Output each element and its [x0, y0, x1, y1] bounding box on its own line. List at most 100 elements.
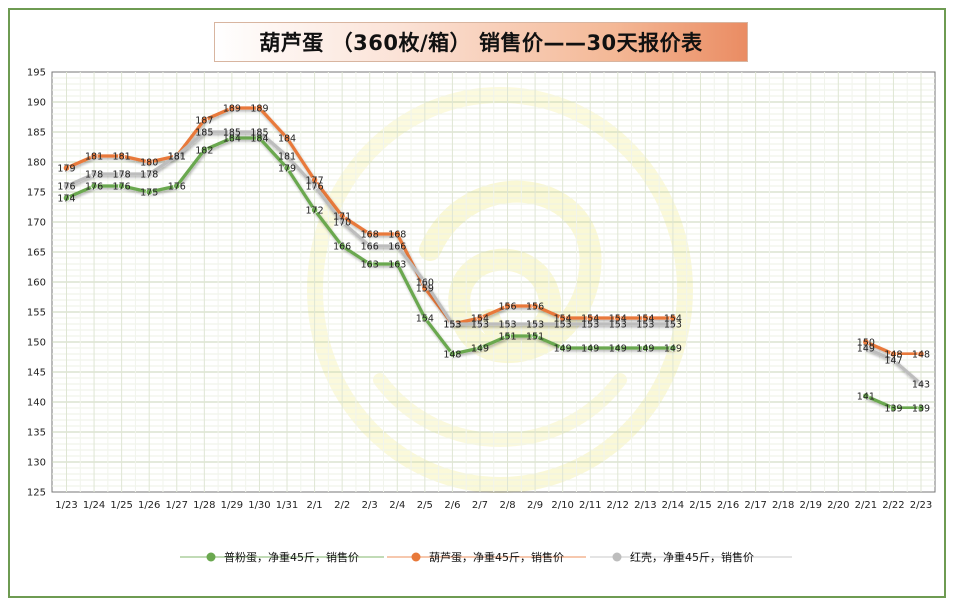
- data-point: [283, 164, 291, 172]
- chart-frame: [8, 8, 946, 598]
- data-label: 181: [85, 152, 103, 163]
- data-point: [338, 218, 346, 226]
- data-label: 184: [223, 134, 241, 145]
- data-label: 166: [361, 242, 379, 253]
- data-point: [338, 242, 346, 250]
- x-tick-label: 2/5: [417, 500, 433, 511]
- data-label: 179: [57, 164, 75, 175]
- data-label: 141: [857, 392, 875, 403]
- data-point: [366, 242, 374, 250]
- x-tick-label: 2/1: [307, 500, 323, 511]
- data-label: 156: [498, 302, 516, 313]
- data-point: [200, 146, 208, 154]
- data-label: 176: [306, 182, 324, 193]
- data-label: 150: [857, 338, 875, 349]
- data-label: 182: [195, 146, 213, 157]
- data-point: [531, 320, 539, 328]
- data-point: [200, 116, 208, 124]
- data-label: 153: [581, 320, 599, 331]
- x-tick-label: 1/25: [110, 500, 132, 511]
- data-label: 154: [664, 314, 682, 325]
- data-label: 149: [636, 344, 654, 355]
- x-tick-label: 1/24: [83, 500, 105, 511]
- x-tick-label: 2/17: [744, 500, 766, 511]
- y-tick-label: 125: [27, 488, 46, 499]
- data-point: [559, 320, 567, 328]
- x-tick-label: 2/18: [772, 500, 794, 511]
- y-tick-label: 160: [27, 278, 46, 289]
- y-tick-label: 155: [27, 308, 46, 319]
- data-point: [531, 332, 539, 340]
- data-point: [145, 188, 153, 196]
- x-tick-label: 1/23: [55, 500, 77, 511]
- x-tick-label: 2/20: [827, 500, 849, 511]
- data-label: 139: [912, 404, 930, 415]
- x-tick-label: 1/28: [193, 500, 215, 511]
- data-label: 143: [912, 380, 930, 391]
- data-point: [255, 128, 264, 136]
- data-label: 151: [526, 332, 544, 343]
- data-label: 178: [113, 170, 131, 181]
- data-label: 159: [416, 284, 434, 295]
- data-point: [200, 128, 208, 136]
- data-label: 177: [306, 176, 324, 187]
- y-tick-label: 135: [27, 428, 46, 439]
- data-point: [862, 344, 870, 352]
- x-tick-label: 2/13: [634, 500, 656, 511]
- data-label: 149: [857, 344, 875, 355]
- data-label: 149: [664, 344, 682, 355]
- legend-label: 葫芦蛋，净重45斤，销售价: [429, 550, 564, 564]
- y-tick-label: 175: [27, 188, 46, 199]
- data-label: 189: [223, 104, 241, 115]
- data-point: [503, 332, 512, 340]
- data-label: 156: [526, 302, 544, 313]
- legend: 普粉蛋，净重45斤，销售价 葫芦蛋，净重45斤，销售价 红壳，净重45斤，销售价: [180, 550, 792, 564]
- data-label: 154: [554, 314, 572, 325]
- legend-marker: [206, 552, 216, 562]
- data-label: 147: [884, 356, 902, 367]
- data-point: [283, 134, 291, 142]
- data-point: [917, 350, 925, 358]
- data-point: [421, 278, 429, 286]
- data-label: 184: [250, 134, 268, 145]
- data-point: [559, 344, 567, 352]
- data-point: [614, 344, 622, 352]
- x-tick-label: 1/26: [138, 500, 160, 511]
- data-label: 153: [471, 320, 489, 331]
- data-label: 153: [664, 320, 682, 331]
- data-label: 154: [581, 314, 599, 325]
- data-point: [366, 230, 374, 238]
- x-tick-label: 1/31: [276, 500, 298, 511]
- data-label: 153: [443, 320, 461, 331]
- data-point: [118, 182, 126, 190]
- data-point: [614, 320, 622, 328]
- x-tick-label: 2/9: [527, 500, 543, 511]
- data-label: 160: [416, 278, 434, 289]
- x-tick-label: 2/23: [910, 500, 932, 511]
- y-tick-label: 165: [27, 248, 46, 259]
- data-point: [917, 404, 925, 412]
- data-point: [889, 356, 898, 364]
- data-point: [310, 206, 319, 214]
- data-point: [118, 170, 126, 178]
- data-point: [62, 182, 71, 190]
- data-label: 148: [443, 350, 461, 361]
- data-label: 163: [361, 260, 379, 271]
- data-label: 154: [416, 314, 434, 325]
- data-label: 153: [526, 320, 544, 331]
- data-label: 176: [113, 182, 131, 193]
- data-point: [503, 320, 512, 328]
- y-tick-label: 195: [27, 68, 46, 79]
- x-tick-label: 2/11: [579, 500, 601, 511]
- data-point: [173, 152, 181, 160]
- data-label: 170: [333, 218, 351, 229]
- x-tick-label: 2/14: [662, 500, 684, 511]
- data-label: 179: [278, 164, 296, 175]
- data-point: [917, 380, 925, 388]
- data-point: [118, 152, 126, 160]
- data-label: 149: [554, 344, 572, 355]
- x-tick-label: 2/16: [717, 500, 739, 511]
- data-point: [366, 260, 374, 268]
- series-lines: [62, 104, 925, 412]
- legend-marker: [411, 552, 421, 562]
